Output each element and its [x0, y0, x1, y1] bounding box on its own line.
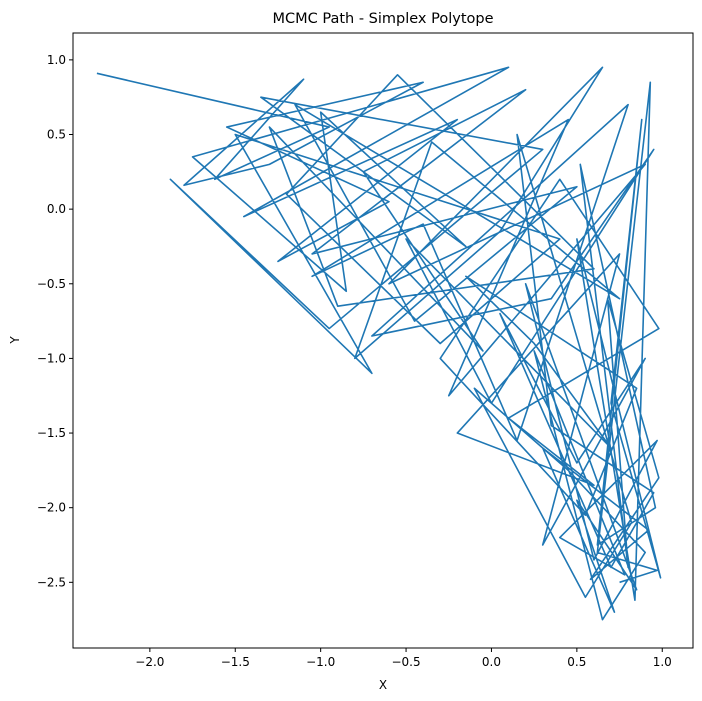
- x-tick-label: 1.0: [653, 655, 672, 669]
- x-axis-label: X: [379, 678, 387, 692]
- y-axis-label: Y: [8, 336, 22, 345]
- y-tick-label: −1.0: [37, 351, 66, 365]
- x-tick-label: 0.0: [482, 655, 501, 669]
- x-tick-label: −2.0: [135, 655, 164, 669]
- y-tick-label: −2.5: [37, 575, 66, 589]
- x-tick-label: −0.5: [391, 655, 420, 669]
- plot-area: [96, 66, 662, 621]
- x-tick-label: 0.5: [567, 655, 586, 669]
- y-axis: 1.0 0.5 0.0 −0.5 −1.0 −1.5 −2.0 −2.5: [37, 53, 73, 589]
- plot-frame: [72, 32, 694, 649]
- y-tick-label: 1.0: [47, 53, 66, 67]
- y-tick-label: −1.5: [37, 426, 66, 440]
- y-tick-label: 0.5: [47, 128, 66, 142]
- y-tick-label: −2.0: [37, 501, 66, 515]
- chart-title: MCMC Path - Simplex Polytope: [272, 11, 493, 27]
- x-axis: −2.0 −1.5 −1.0 −0.5 0.0 0.5 1.0: [135, 648, 672, 669]
- x-tick-label: −1.5: [221, 655, 250, 669]
- series-line-0: [96, 66, 662, 621]
- y-tick-label: −0.5: [37, 277, 66, 291]
- y-tick-label: 0.0: [47, 202, 66, 216]
- x-tick-label: −1.0: [306, 655, 335, 669]
